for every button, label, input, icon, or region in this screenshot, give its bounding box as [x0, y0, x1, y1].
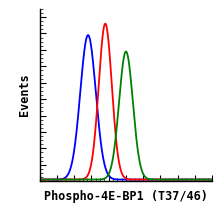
Y-axis label: Events: Events — [18, 74, 31, 116]
X-axis label: Phospho-4E-BP1 (T37/46): Phospho-4E-BP1 (T37/46) — [44, 190, 208, 203]
